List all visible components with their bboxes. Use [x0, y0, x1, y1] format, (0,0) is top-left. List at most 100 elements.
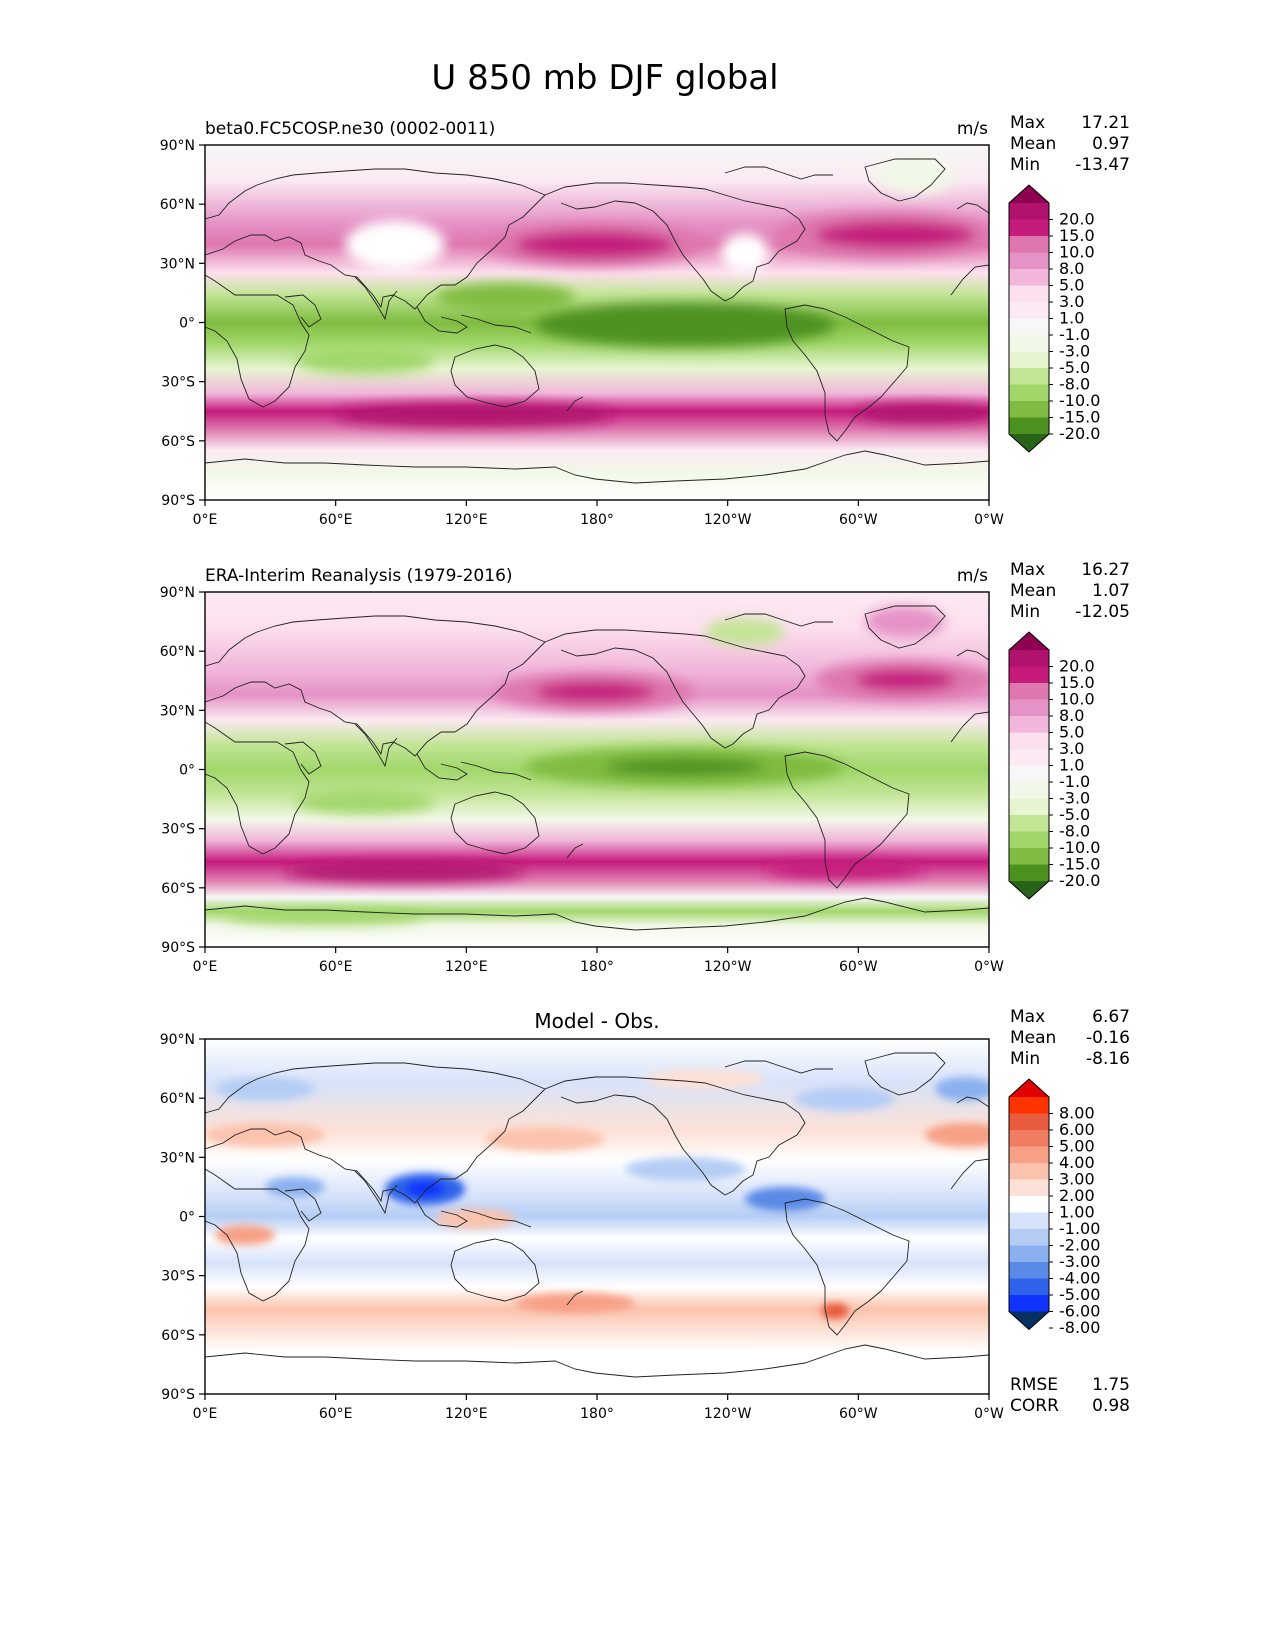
colorbar-tick-label: 10.0 — [1059, 690, 1095, 709]
colorbar-tick-label: 2.00 — [1059, 1186, 1095, 1205]
lat-tick-label: 0° — [179, 763, 195, 779]
lat-tick-label: 30°S — [161, 1269, 195, 1285]
stat-value: 1.07 — [1092, 581, 1130, 601]
lat-tick-label: 90°S — [161, 1387, 195, 1403]
map-field — [204, 591, 990, 948]
colorbar-tick-label: 8.0 — [1059, 259, 1084, 278]
colorbar-tick-label: 5.0 — [1059, 276, 1084, 295]
colorbar-segment — [1009, 749, 1049, 766]
lon-tick-label: 60°E — [319, 959, 353, 975]
colorbar-segment — [1009, 236, 1049, 253]
colorbar-tick-label: 20.0 — [1059, 210, 1095, 229]
panel-test: beta0.FC5COSP.ne30 (0002-0011) m/s — [160, 113, 1130, 528]
colorbar-tick-label: 6.00 — [1059, 1120, 1095, 1139]
stat-label: Max — [1010, 113, 1045, 133]
colorbar-segment — [1009, 1179, 1049, 1197]
colorbar-tick-label: -20.0 — [1059, 424, 1100, 443]
colorbar-tick-label: 15.0 — [1059, 226, 1095, 245]
colorbar-segment — [1009, 285, 1049, 303]
colorbar-tick-label: -2.00 — [1059, 1236, 1100, 1255]
panel-units: m/s — [957, 119, 988, 139]
colorbar-segment — [1009, 848, 1049, 865]
colorbar-tick-label: -5.0 — [1059, 805, 1090, 824]
longitude-axis: 0°E 60°E 120°E 180° 120°W 60°W 0°W — [193, 1394, 1004, 1422]
colorbar-segment — [1009, 302, 1049, 319]
colorbar-segment — [1009, 1212, 1049, 1230]
colorbar-segment — [1009, 683, 1049, 700]
colorbar-segment — [1009, 219, 1049, 237]
stat-value: 16.27 — [1081, 560, 1130, 580]
colorbar-segment — [1009, 1262, 1049, 1279]
lat-tick-label: 30°S — [161, 822, 195, 838]
colorbar-segment — [1009, 815, 1049, 832]
colorbar-segment — [1009, 335, 1049, 352]
lon-tick-label: 0°W — [974, 959, 1004, 975]
colorbar-tick-label: 5.00 — [1059, 1137, 1095, 1156]
colorbar-extend-min — [1009, 881, 1049, 899]
colorbar-tick-label: -10.0 — [1059, 838, 1100, 857]
lat-tick-label: 60°S — [161, 1328, 195, 1344]
figure-title: U 850 mb DJF global — [431, 58, 778, 98]
lat-tick-label: 30°N — [160, 703, 195, 719]
colorbar: 8.006.005.004.003.002.001.00-1.00-2.00-3… — [1008, 1078, 1100, 1337]
stat-value: 0.97 — [1092, 134, 1130, 154]
lon-tick-label: 180° — [580, 1406, 614, 1422]
colorbar-segment — [1009, 864, 1049, 882]
stat-label: Max — [1010, 560, 1045, 580]
stats-block: Max 6.67 Mean -0.16 Min -8.16 — [1010, 1007, 1130, 1069]
lon-tick-label: 0°E — [193, 959, 218, 975]
lon-tick-label: 60°E — [319, 1406, 353, 1422]
colorbar-tick-label: -3.0 — [1059, 789, 1090, 808]
lat-tick-label: 60°N — [160, 197, 195, 213]
colorbar-extend-max — [1009, 632, 1049, 650]
colorbar-segment — [1009, 1130, 1049, 1147]
colorbar-tick-label: 3.00 — [1059, 1170, 1095, 1189]
stat-value: -0.16 — [1086, 1028, 1130, 1048]
colorbar-tick-label: -5.00 — [1059, 1285, 1100, 1304]
colorbar-tick-label: 4.00 — [1059, 1153, 1095, 1172]
colorbar-tick-label: 20.0 — [1059, 657, 1095, 676]
longitude-axis: 0°E 60°E 120°E 180° 120°W 60°W 0°W — [193, 500, 1004, 528]
lat-tick-label: 0° — [179, 316, 195, 332]
colorbar-tick-label: -10.0 — [1059, 391, 1100, 410]
extra-stat-label: RMSE — [1010, 1375, 1058, 1395]
lat-tick-label: 90°N — [160, 138, 195, 154]
stat-value: -12.05 — [1075, 602, 1130, 622]
colorbar-segment — [1009, 203, 1049, 220]
colorbar: 20.015.010.08.05.03.01.0-1.0-3.0-5.0-8.0… — [1008, 184, 1100, 453]
stat-label: Min — [1010, 1049, 1040, 1069]
colorbar-segment — [1009, 1245, 1049, 1263]
panel-difference: Model - Obs. — [160, 1007, 1130, 1422]
colorbar-tick-label: -6.00 — [1059, 1302, 1100, 1321]
lat-tick-label: 90°S — [161, 940, 195, 956]
colorbar-segment — [1009, 384, 1049, 402]
stat-label: Mean — [1010, 1028, 1056, 1048]
panel-reference: ERA-Interim Reanalysis (1979-2016) m/s — [160, 560, 1130, 975]
colorbar-extend-min — [1009, 434, 1049, 452]
colorbar-tick-label: 3.0 — [1059, 739, 1084, 758]
latitude-axis: 90°N 60°N 30°N 0° 30°S 60°S 90°S — [160, 585, 205, 956]
lon-tick-label: 0°E — [193, 1406, 218, 1422]
lon-tick-label: 180° — [580, 512, 614, 528]
map-field — [204, 1038, 990, 1395]
colorbar-segment — [1009, 318, 1049, 336]
extra-stat-value: 1.75 — [1092, 1375, 1130, 1395]
colorbar-segment — [1009, 666, 1049, 684]
colorbar-tick-label: -3.0 — [1059, 342, 1090, 361]
lon-tick-label: 0°W — [974, 512, 1004, 528]
stats-block: Max 16.27 Mean 1.07 Min -12.05 — [1010, 560, 1130, 622]
colorbar-segment — [1009, 782, 1049, 799]
colorbar-segment — [1009, 716, 1049, 733]
colorbar-segment — [1009, 650, 1049, 667]
stat-label: Min — [1010, 602, 1040, 622]
panel-center-title: Model - Obs. — [534, 1009, 659, 1033]
lon-tick-label: 120°W — [704, 512, 752, 528]
lon-tick-label: 60°W — [839, 512, 878, 528]
colorbar-tick-label: 5.0 — [1059, 723, 1084, 742]
colorbar-segment — [1009, 1229, 1049, 1246]
colorbar-tick-label: -1.0 — [1059, 325, 1090, 344]
lon-tick-label: 120°E — [445, 1406, 488, 1422]
lat-tick-label: 90°N — [160, 585, 195, 601]
lat-tick-label: 60°N — [160, 1091, 195, 1107]
